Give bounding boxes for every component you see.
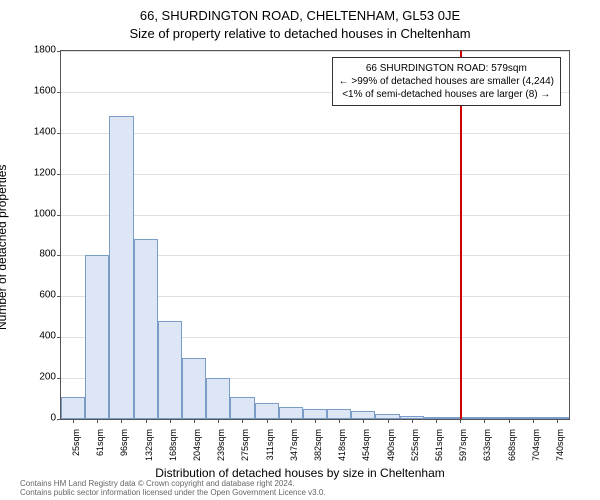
x-tick-label: 275sqm xyxy=(240,429,250,469)
annotation-box: 66 SHURDINGTON ROAD: 579sqm← >99% of det… xyxy=(332,57,561,106)
x-tick xyxy=(509,419,510,423)
y-tick xyxy=(57,337,61,338)
x-tick-label: 132sqm xyxy=(144,429,154,469)
x-tick xyxy=(121,419,122,423)
footer-attribution: Contains HM Land Registry data © Crown c… xyxy=(20,479,326,498)
histogram-bar xyxy=(85,255,109,419)
histogram-bar xyxy=(255,403,279,419)
x-tick xyxy=(218,419,219,423)
y-tick-label: 600 xyxy=(16,290,56,301)
histogram-bar xyxy=(351,411,375,419)
y-tick xyxy=(57,215,61,216)
y-tick-label: 800 xyxy=(16,249,56,260)
x-tick xyxy=(533,419,534,423)
y-tick xyxy=(57,92,61,93)
x-tick-label: 525sqm xyxy=(410,429,420,469)
x-tick-label: 490sqm xyxy=(386,429,396,469)
x-tick-label: 704sqm xyxy=(531,429,541,469)
grid-line xyxy=(61,215,569,216)
x-tick-label: 668sqm xyxy=(507,429,517,469)
x-tick xyxy=(291,419,292,423)
y-tick-label: 200 xyxy=(16,372,56,383)
chart-sub-title: Size of property relative to detached ho… xyxy=(0,26,600,41)
x-tick-label: 454sqm xyxy=(361,429,371,469)
x-tick xyxy=(242,419,243,423)
histogram-bar xyxy=(279,407,303,419)
x-tick xyxy=(412,419,413,423)
footer-line-1: Contains HM Land Registry data © Crown c… xyxy=(20,479,326,489)
x-tick-label: 740sqm xyxy=(555,429,565,469)
y-tick xyxy=(57,255,61,256)
annotation-line: 66 SHURDINGTON ROAD: 579sqm xyxy=(339,62,554,75)
x-tick-label: 168sqm xyxy=(168,429,178,469)
x-tick xyxy=(363,419,364,423)
x-tick xyxy=(388,419,389,423)
y-tick xyxy=(57,174,61,175)
x-tick-label: 633sqm xyxy=(482,429,492,469)
histogram-bar xyxy=(327,409,351,419)
y-tick-label: 1200 xyxy=(16,167,56,178)
y-tick-label: 1400 xyxy=(16,126,56,137)
x-tick xyxy=(194,419,195,423)
grid-line xyxy=(61,174,569,175)
y-tick-label: 1800 xyxy=(16,45,56,56)
x-tick-label: 25sqm xyxy=(71,429,81,469)
plot-area: 66 SHURDINGTON ROAD: 579sqm← >99% of det… xyxy=(60,50,570,420)
annotation-line: ← >99% of detached houses are smaller (4… xyxy=(339,75,554,88)
histogram-bar xyxy=(158,321,182,419)
x-tick xyxy=(339,419,340,423)
x-tick xyxy=(267,419,268,423)
histogram-bar xyxy=(303,409,327,419)
y-tick-label: 1600 xyxy=(16,85,56,96)
x-tick-label: 239sqm xyxy=(216,429,226,469)
histogram-bar xyxy=(61,397,85,419)
x-tick-label: 382sqm xyxy=(313,429,323,469)
histogram-bar xyxy=(206,378,230,419)
y-tick xyxy=(57,296,61,297)
histogram-chart: 66, SHURDINGTON ROAD, CHELTENHAM, GL53 0… xyxy=(0,0,600,500)
x-tick xyxy=(484,419,485,423)
x-tick xyxy=(557,419,558,423)
x-tick xyxy=(315,419,316,423)
annotation-line: <1% of semi-detached houses are larger (… xyxy=(339,88,554,101)
y-tick xyxy=(57,51,61,52)
y-tick-label: 400 xyxy=(16,331,56,342)
x-tick-label: 597sqm xyxy=(458,429,468,469)
x-tick-label: 204sqm xyxy=(192,429,202,469)
grid-line xyxy=(61,133,569,134)
x-tick xyxy=(170,419,171,423)
y-axis-label: Number of detached properties xyxy=(0,165,9,330)
grid-line xyxy=(61,51,569,52)
footer-line-2: Contains public sector information licen… xyxy=(20,488,326,498)
histogram-bar xyxy=(109,116,133,419)
y-tick-label: 0 xyxy=(16,413,56,424)
y-tick xyxy=(57,419,61,420)
x-tick-label: 561sqm xyxy=(434,429,444,469)
histogram-bar xyxy=(134,239,158,419)
x-tick xyxy=(146,419,147,423)
x-tick-label: 96sqm xyxy=(119,429,129,469)
x-tick xyxy=(436,419,437,423)
histogram-bar xyxy=(182,358,206,419)
x-tick xyxy=(97,419,98,423)
x-tick-label: 347sqm xyxy=(289,429,299,469)
histogram-bar xyxy=(230,397,254,419)
y-tick xyxy=(57,133,61,134)
x-tick-label: 311sqm xyxy=(265,429,275,469)
y-tick-label: 1000 xyxy=(16,208,56,219)
chart-main-title: 66, SHURDINGTON ROAD, CHELTENHAM, GL53 0… xyxy=(0,8,600,23)
x-tick xyxy=(460,419,461,423)
x-tick-label: 418sqm xyxy=(337,429,347,469)
y-tick xyxy=(57,378,61,379)
x-tick-label: 61sqm xyxy=(95,429,105,469)
reference-marker-line xyxy=(460,51,462,419)
x-tick xyxy=(73,419,74,423)
